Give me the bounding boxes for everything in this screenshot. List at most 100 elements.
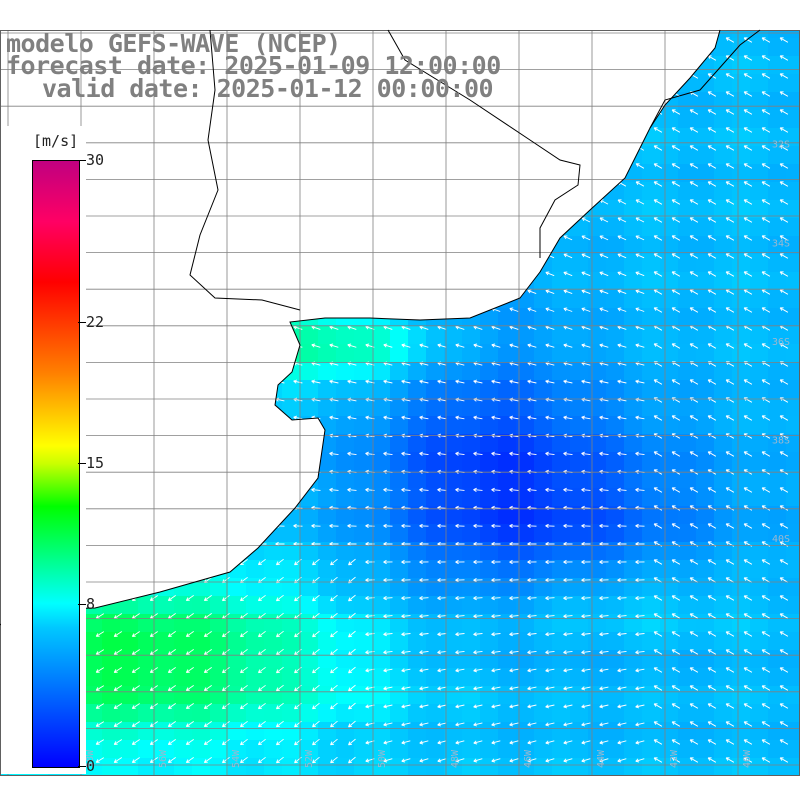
wind-arrow [671, 613, 681, 619]
wind-speed-cell [372, 596, 391, 615]
wind-speed-cell [462, 686, 481, 705]
wind-arrow [113, 757, 123, 763]
wind-speed-cell [480, 524, 499, 543]
wind-speed-cell [642, 200, 661, 219]
wind-speed-cell [354, 740, 373, 759]
wind-speed-cell [606, 254, 625, 273]
wind-speed-cell [786, 416, 800, 435]
wind-speed-cell [660, 344, 679, 363]
wind-speed-cell [732, 416, 751, 435]
wind-arrow [707, 199, 717, 205]
wind-speed-cell [336, 488, 355, 507]
wind-speed-cell [552, 524, 571, 543]
wind-speed-cell [642, 416, 661, 435]
wind-arrow [689, 253, 699, 259]
wind-speed-cell [246, 668, 265, 687]
wind-speed-cell [390, 416, 409, 435]
wind-speed-cell [102, 758, 121, 775]
wind-speed-cell [372, 758, 391, 775]
wind-speed-cell [498, 650, 517, 669]
wind-speed-cell [624, 254, 643, 273]
wind-arrow [312, 630, 320, 638]
wind-speed-cell [732, 686, 751, 705]
wind-arrow [383, 523, 393, 528]
wind-speed-cell [210, 704, 229, 723]
wind-speed-cell [732, 92, 751, 111]
wind-arrow [419, 758, 429, 763]
wind-speed-cell [498, 740, 517, 759]
wind-speed-cell [480, 722, 499, 741]
wind-speed-cell [462, 416, 481, 435]
wind-arrow [743, 145, 753, 151]
wind-speed-cell [570, 326, 589, 345]
wind-arrow [383, 343, 393, 348]
wind-speed-cell [678, 722, 697, 741]
wind-arrow [455, 415, 465, 420]
wind-speed-cell [246, 560, 265, 579]
wind-speed-cell [678, 632, 697, 651]
wind-speed-cell [714, 452, 733, 471]
wind-arrow [581, 668, 591, 673]
wind-speed-cell [570, 452, 589, 471]
wind-arrow [509, 650, 519, 655]
wind-speed-cell [606, 272, 625, 291]
wind-arrow [779, 37, 789, 43]
wind-arrow [779, 667, 789, 673]
wind-arrow [599, 650, 609, 655]
wind-speed-cell [228, 650, 247, 669]
wind-speed-cell [552, 290, 571, 309]
wind-speed-cell [318, 524, 337, 543]
wind-speed-cell [498, 398, 517, 417]
wind-speed-cell [678, 488, 697, 507]
wind-speed-cell [714, 38, 733, 57]
wind-speed-cell [534, 380, 553, 399]
wind-speed-cell [570, 524, 589, 543]
wind-speed-cell [606, 704, 625, 723]
wind-arrow [689, 757, 699, 763]
wind-arrow [419, 596, 429, 601]
wind-speed-cell [444, 668, 463, 687]
lat-lon-grid [0, 30, 800, 776]
wind-arrow [401, 379, 411, 384]
wind-speed-cell [732, 614, 751, 633]
wind-speed-cell [660, 326, 679, 345]
wind-speed-cell [192, 632, 211, 651]
wind-speed-cell [228, 596, 247, 615]
wind-arrow [131, 721, 140, 727]
wind-arrow [761, 685, 771, 691]
wind-arrow [599, 253, 609, 259]
wind-arrow [293, 379, 303, 384]
wind-arrow [653, 235, 663, 241]
wind-arrow [545, 343, 555, 348]
wind-arrow [707, 721, 717, 727]
wind-arrow [779, 271, 789, 277]
wind-speed-cell [534, 758, 553, 775]
wind-arrow [779, 145, 789, 151]
wind-speed-cell [588, 380, 607, 399]
wind-speed-cell [750, 74, 769, 93]
wind-speed-cell [606, 560, 625, 579]
wind-speed-cell [678, 200, 697, 219]
wind-speed-cell [192, 722, 211, 741]
wind-arrow [545, 271, 555, 277]
wind-speed-cell [714, 542, 733, 561]
longitude-label: 54W [231, 749, 242, 768]
wind-speed-cell [768, 470, 787, 489]
wind-speed-cell [588, 290, 607, 309]
wind-arrow [545, 415, 555, 420]
wind-arrow [653, 217, 663, 223]
wind-arrow [401, 596, 411, 601]
wind-speed-cell [732, 236, 751, 255]
colorbar-tick-mark [78, 604, 86, 606]
wind-arrow [779, 649, 789, 655]
wind-speed-cell [462, 650, 481, 669]
wind-speed-cell [426, 650, 445, 669]
wind-speed-cell [246, 722, 265, 741]
wind-arrow [599, 271, 609, 277]
wind-speed-cell [642, 632, 661, 651]
wind-arrow [473, 614, 483, 619]
wind-arrow [545, 578, 555, 583]
wind-arrow [473, 740, 483, 745]
wind-speed-cell [246, 704, 265, 723]
wind-speed-cell [750, 30, 769, 39]
